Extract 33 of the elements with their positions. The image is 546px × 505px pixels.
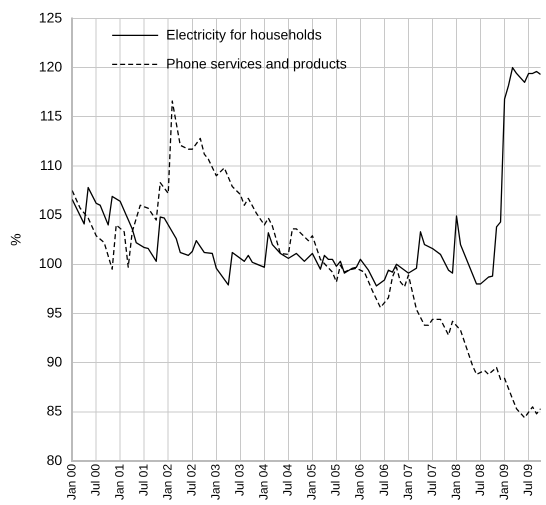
- x-tick-label: Jan 03: [208, 464, 223, 500]
- x-tick-label: Jan 04: [256, 464, 271, 500]
- y-tick-label: 105: [38, 206, 62, 222]
- y-tick-label: 100: [38, 255, 62, 272]
- x-tick-label: Jan 09: [496, 464, 511, 500]
- x-tick-label: Jul 08: [472, 464, 487, 496]
- y-tick-label: 110: [40, 156, 62, 173]
- x-tick-label: Jul 05: [328, 464, 343, 496]
- x-tick-label: Jan 07: [400, 464, 415, 500]
- x-tick-label: Jul 02: [184, 464, 199, 496]
- x-tick-label: Jul 09: [520, 464, 535, 496]
- x-tick-label: Jan 02: [160, 464, 175, 500]
- x-tick-label: Jul 01: [136, 464, 151, 496]
- x-tick-label: Jul 06: [376, 464, 391, 496]
- y-tick-label: 95: [46, 304, 62, 320]
- x-tick-label: Jul 03: [232, 464, 247, 496]
- x-tick-label: Jul 07: [424, 464, 439, 496]
- legend-label: Electricity for households: [166, 26, 322, 42]
- y-tick-label: 120: [38, 58, 62, 74]
- legend-label: Phone services and products: [166, 55, 347, 72]
- x-tick-label: Jan 08: [448, 464, 463, 500]
- x-tick-label: Jul 00: [88, 464, 102, 496]
- y-axis-title: %: [7, 233, 24, 246]
- y-tick-label: 115: [40, 108, 62, 124]
- x-tick-label: Jan 01: [112, 464, 127, 500]
- x-tick-label: Jan 06: [352, 464, 367, 500]
- y-tick-label: 90: [46, 353, 62, 370]
- y-tick-label: 125: [38, 9, 62, 26]
- x-tick-label: Jan 05: [304, 464, 319, 500]
- x-tick-label: Jul 04: [280, 464, 295, 496]
- y-tick-label: 80: [46, 452, 62, 468]
- y-tick-label: 85: [46, 402, 62, 419]
- x-tick-label: Jan 00: [64, 464, 78, 500]
